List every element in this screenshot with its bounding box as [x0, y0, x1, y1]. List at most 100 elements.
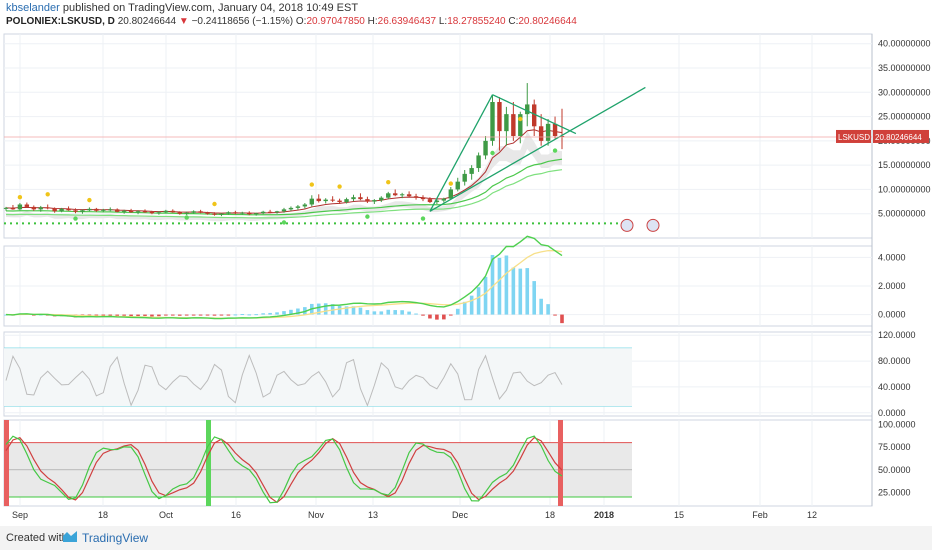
oscillator-tick-label: 40.0000	[878, 382, 911, 392]
macd-histogram-bar	[282, 311, 286, 315]
price-tick-label: 35.00000000	[878, 63, 931, 73]
overbought-marker	[558, 420, 563, 506]
fractal-up-dot	[337, 184, 342, 189]
candle-body	[247, 212, 252, 215]
fractal-up-dot	[518, 116, 523, 122]
candle-body	[73, 210, 78, 212]
price-tick-label: 15.00000000	[878, 160, 931, 170]
macd-tick-label: 4.0000	[878, 252, 906, 262]
macd-histogram-bar	[379, 311, 384, 315]
candle-body	[420, 197, 426, 200]
macd-histogram-bar	[143, 314, 147, 316]
candle-body	[31, 206, 36, 210]
candle-body	[288, 207, 294, 210]
close-label: C:	[508, 16, 519, 27]
macd-histogram-bar	[400, 310, 404, 315]
candle-body	[525, 104, 530, 115]
candle-body	[497, 102, 502, 132]
fractal-up-dot	[17, 195, 23, 200]
candle-body	[434, 200, 440, 203]
stoch-tick-label: 25.0000	[878, 487, 911, 497]
candle-body	[121, 210, 127, 212]
fractal-down-dot	[184, 215, 189, 220]
candle-body	[399, 194, 405, 196]
macd-histogram-bar	[511, 267, 516, 315]
candle-body	[87, 208, 92, 211]
candle-body	[386, 193, 391, 198]
stoch-tick-label: 50.0000	[878, 465, 911, 475]
candle-body	[372, 200, 377, 202]
candle-body	[240, 212, 245, 214]
macd-histogram-bar	[358, 307, 363, 315]
macd-histogram-bar	[483, 276, 488, 315]
trendline	[492, 94, 577, 135]
candle-body	[66, 208, 71, 211]
time-tick-label: 15	[674, 510, 684, 520]
candle-body	[59, 208, 64, 212]
time-tick-label: Oct	[159, 510, 174, 520]
open-value: 20.97047850	[306, 16, 365, 27]
fractal-up-dot	[212, 201, 217, 207]
price-tick-label: 10.00000000	[878, 184, 931, 194]
candle-body	[274, 211, 280, 213]
macd-histogram-bar	[372, 311, 377, 315]
published-text: published on TradingView.com, January 04…	[62, 2, 359, 14]
candle-body	[316, 198, 321, 202]
macd-histogram-bar	[226, 314, 231, 316]
macd-histogram-bar	[164, 314, 168, 316]
macd-histogram-bar	[108, 314, 113, 316]
price-tick-label: 5.00000000	[878, 209, 926, 219]
macd-histogram-bar	[275, 312, 279, 315]
oscillator-zone	[4, 348, 632, 407]
candle-body	[545, 123, 551, 141]
candle-body	[559, 136, 565, 137]
candle-body	[462, 173, 467, 182]
candle-body	[406, 194, 412, 197]
macd-histogram-bar	[296, 308, 300, 315]
macd-histogram-bar	[532, 281, 536, 315]
low-label: L:	[438, 16, 448, 27]
trendline	[429, 94, 494, 212]
macd-histogram-bar	[198, 314, 203, 316]
fractal-down-dot	[73, 216, 78, 221]
chart-canvas[interactable]: 5.0000000010.0000000015.0000000020.00000…	[0, 0, 932, 526]
price-tag	[873, 129, 929, 143]
candle-body	[351, 197, 356, 200]
macd-histogram-bar	[351, 306, 356, 315]
tradingview-brand[interactable]: TradingView	[82, 531, 149, 545]
candle-body	[337, 200, 342, 203]
candle-body	[476, 155, 481, 169]
close-value: 20.80246644	[518, 16, 577, 27]
candle-body	[149, 211, 155, 214]
fractal-down-dot	[490, 150, 495, 156]
oscillator-tick-label: 80.0000	[878, 356, 911, 366]
candle-body	[108, 209, 113, 211]
macd-histogram-bar	[171, 314, 175, 316]
created-with-label: Created with	[6, 532, 68, 544]
candle-body	[191, 211, 196, 213]
macd-histogram-bar	[435, 314, 439, 320]
time-tick-label: Nov	[308, 510, 325, 520]
candle-body	[254, 213, 259, 215]
candle-body	[358, 197, 363, 200]
macd-histogram-bar	[414, 313, 418, 315]
macd-histogram-bar	[442, 314, 446, 320]
candle-body	[135, 211, 141, 213]
macd-histogram-bar	[560, 314, 564, 324]
macd-histogram-bar	[469, 295, 474, 315]
candle-body	[309, 198, 314, 205]
candle-body	[142, 211, 148, 213]
macd-histogram-bar	[476, 287, 481, 315]
down-arrow-icon: ▼	[178, 16, 189, 27]
candle-body	[45, 207, 50, 209]
fractal-up-dot	[45, 192, 50, 197]
macd-histogram-bar	[525, 268, 530, 315]
candle-body	[302, 204, 308, 207]
macd-histogram-bar	[122, 314, 126, 316]
author-link[interactable]: kbselander	[6, 2, 60, 14]
stoch-tick-label: 75.0000	[878, 442, 911, 452]
price-tick-label: 40.00000000	[878, 39, 931, 49]
low-value: 18.27855240	[447, 16, 506, 27]
trendline	[429, 86, 646, 212]
event-flag-icon	[620, 218, 634, 232]
